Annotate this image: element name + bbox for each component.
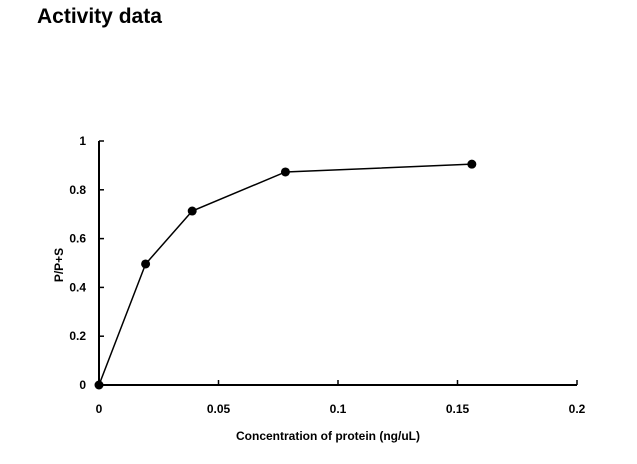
x-ticks: 0 0.05 0.1 0.15 0.2 (96, 380, 586, 416)
y-tick-label: 1 (79, 134, 86, 148)
x-axis-label: Concentration of protein (ng/uL) (236, 429, 420, 443)
data-point (141, 259, 151, 269)
data-point (187, 206, 197, 216)
series-group (94, 159, 477, 390)
y-tick-label: 0.8 (69, 183, 86, 197)
x-tick-label: 0.15 (446, 402, 470, 416)
data-point (94, 380, 104, 390)
data-point (280, 167, 290, 177)
page-title: Activity data (37, 5, 162, 28)
x-tick-label: 0.05 (207, 402, 231, 416)
x-tick-label: 0 (96, 402, 103, 416)
x-tick-label: 0.1 (330, 402, 347, 416)
y-axis-label: P/P+S (52, 248, 66, 282)
y-tick-label: 0 (79, 378, 86, 392)
data-point (467, 159, 477, 169)
axes (98, 141, 577, 386)
y-tick-label: 0.4 (69, 280, 86, 294)
y-ticks: 0 0.2 0.4 0.6 0.8 1 (69, 134, 104, 392)
x-tick-label: 0.2 (569, 402, 586, 416)
y-tick-label: 0.2 (69, 329, 86, 343)
series-line (98, 163, 472, 386)
y-tick-label: 0.6 (69, 232, 86, 246)
